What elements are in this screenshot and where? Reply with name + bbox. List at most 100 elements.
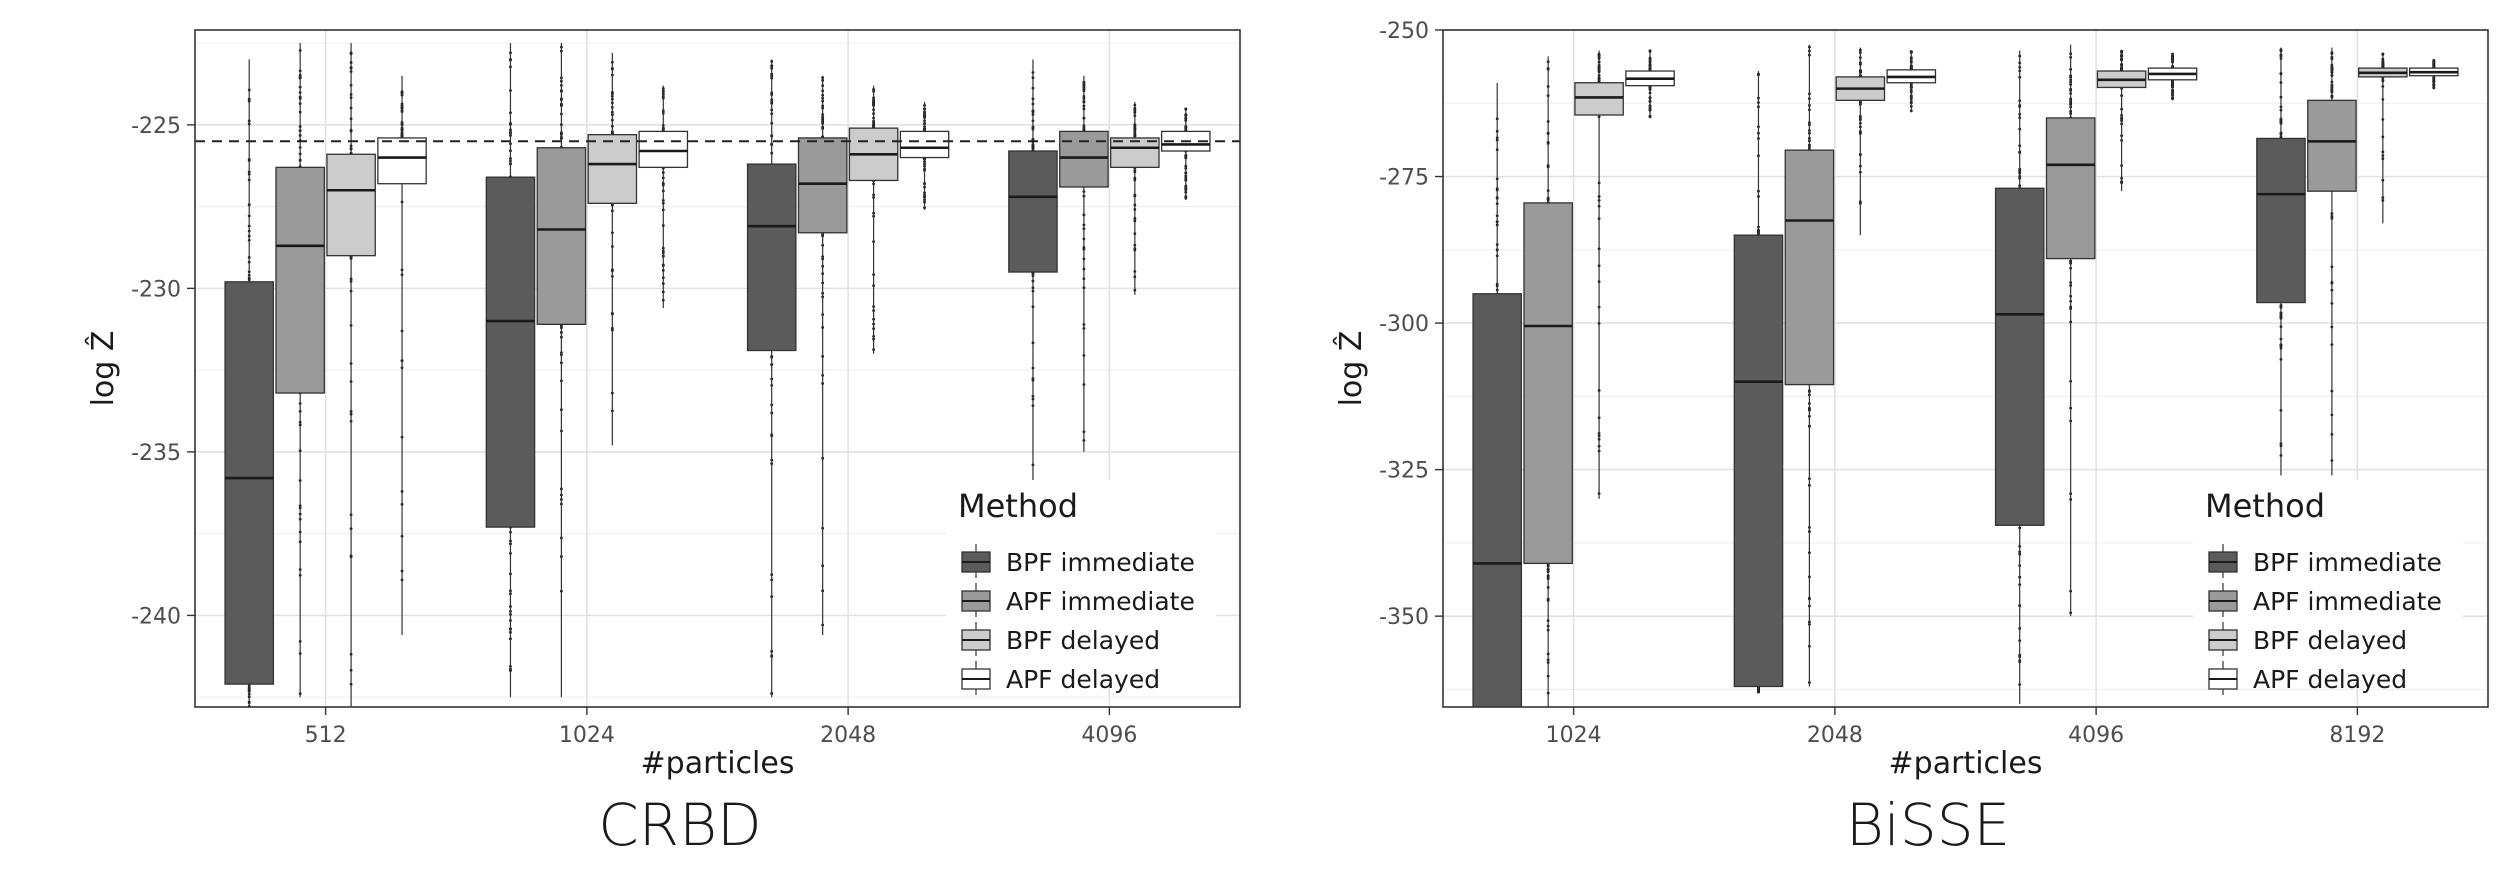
box-iqr — [1059, 130, 1109, 188]
box-bpf-delayed-2048 — [1835, 47, 1886, 236]
x-axis-title: #particles — [641, 746, 795, 781]
outlier-point — [1496, 709, 1499, 712]
legend-title: Method — [958, 487, 1078, 525]
x-tick-label: 8192 — [2329, 723, 2385, 748]
legend-entry-label: BPF delayed — [2253, 626, 2407, 655]
outlier-point — [1496, 709, 1499, 712]
x-tick-label: 2048 — [1807, 723, 1863, 748]
outlier-point — [1496, 709, 1499, 712]
outlier-point — [1496, 709, 1499, 712]
box-iqr — [1523, 202, 1573, 565]
legend-background — [2193, 480, 2463, 685]
legend-title: Method — [2205, 487, 2325, 525]
box-apf-immediate-4096 — [2045, 44, 2096, 617]
x-tick-label: 1024 — [559, 723, 615, 748]
box-bpf-immediate-2048 — [746, 59, 797, 698]
legend-key — [961, 583, 991, 617]
box-bpf-immediate-512 — [224, 59, 275, 712]
plot-border — [194, 29, 1241, 708]
y-axis-title: log Ẑ — [1333, 331, 1369, 407]
box-iqr — [485, 176, 536, 528]
box-iqr — [1994, 187, 2045, 526]
legend-entry-label: APF delayed — [1006, 665, 1160, 694]
box-bpf-delayed-512 — [326, 43, 376, 707]
y-tick-label: -230 — [131, 277, 181, 302]
plot-border — [1442, 29, 2489, 708]
legend-entry-label: BPF immediate — [1006, 548, 1195, 577]
outlier-point — [1496, 709, 1499, 712]
box-bpf-immediate-4096 — [1008, 59, 1058, 501]
box-apf-delayed-4096 — [2147, 52, 2198, 101]
box-bpf-delayed-4096 — [2096, 49, 2147, 192]
legend-key — [2208, 661, 2238, 695]
y-tick-label: -235 — [131, 441, 181, 466]
box-iqr — [2256, 137, 2306, 304]
legend-key — [2208, 544, 2238, 578]
box-bpf-delayed-1024 — [587, 52, 638, 446]
y-tick-label: -325 — [1379, 459, 1429, 484]
box-iqr — [587, 134, 638, 204]
outlier-point — [248, 709, 251, 712]
chart-panel-1: -250 -275 -300 -325 -350 1024 2048 4096 8192 #par… — [1333, 19, 2489, 859]
y-tick-label: -240 — [131, 604, 181, 629]
box-apf-immediate-512 — [275, 43, 325, 698]
box-iqr — [2045, 117, 2096, 260]
box-apf-delayed-1024 — [638, 85, 689, 308]
outlier-point — [1496, 709, 1499, 712]
box-iqr — [1574, 82, 1624, 116]
y-tick-label: -275 — [1379, 166, 1429, 191]
box-apf-immediate-1024 — [536, 43, 587, 698]
legend-key — [961, 544, 991, 578]
box-iqr — [377, 137, 427, 185]
box-iqr — [1733, 234, 1784, 688]
x-tick-label: 4096 — [1081, 723, 1137, 748]
legend-entry-label: APF immediate — [1006, 587, 1195, 616]
panel-caption: CRBD — [598, 791, 761, 859]
outlier-point — [1496, 709, 1499, 712]
x-axis-title: #particles — [1889, 746, 2043, 781]
legend: Method BPF immediate APF immediate BPF dela… — [2193, 480, 2463, 695]
outlier-point — [1496, 709, 1499, 712]
box-apf-immediate-1024 — [1523, 56, 1573, 707]
box-bpf-delayed-8192 — [2358, 52, 2408, 224]
outlier-point — [1496, 709, 1499, 712]
box-iqr — [536, 147, 587, 325]
box-iqr — [1110, 137, 1160, 169]
outlier-point — [1496, 709, 1499, 712]
box-iqr — [275, 166, 325, 394]
outlier-point — [1496, 709, 1499, 712]
legend-entry-label: APF delayed — [2253, 665, 2407, 694]
legend-key — [2208, 583, 2238, 617]
plot-area — [1472, 44, 2459, 712]
box-apf-delayed-2048 — [899, 101, 950, 210]
legend-entry-label: BPF immediate — [2253, 548, 2442, 577]
box-iqr — [797, 137, 848, 234]
box-bpf-delayed-2048 — [848, 85, 899, 354]
y-axis-title: log Ẑ — [85, 331, 121, 407]
legend-key — [961, 661, 991, 695]
outlier-point — [1496, 709, 1499, 712]
outlier-point — [1496, 709, 1499, 712]
box-iqr — [1784, 149, 1835, 386]
outlier-point — [1496, 709, 1499, 712]
box-iqr — [2307, 99, 2357, 192]
y-tick-label: -225 — [131, 114, 181, 139]
panel-caption: BiSSE — [1846, 791, 2010, 859]
box-iqr — [1008, 150, 1058, 273]
legend-background — [946, 480, 1216, 685]
box-bpf-immediate-1024 — [1472, 82, 1523, 712]
outlier-point — [248, 708, 251, 711]
outlier-point — [248, 708, 251, 711]
box-iqr — [746, 163, 797, 352]
legend-key — [961, 622, 991, 656]
box-iqr — [1472, 293, 1523, 707]
legend-entry-label: APF immediate — [2253, 587, 2442, 616]
box-bpf-immediate-2048 — [1733, 71, 1784, 694]
box-apf-delayed-512 — [377, 75, 427, 636]
box-apf-immediate-8192 — [2307, 47, 2357, 476]
outlier-point — [1496, 709, 1499, 712]
box-apf-delayed-1024 — [1625, 49, 1675, 119]
box-apf-immediate-2048 — [797, 75, 848, 636]
y-tick-label: -300 — [1379, 312, 1429, 337]
